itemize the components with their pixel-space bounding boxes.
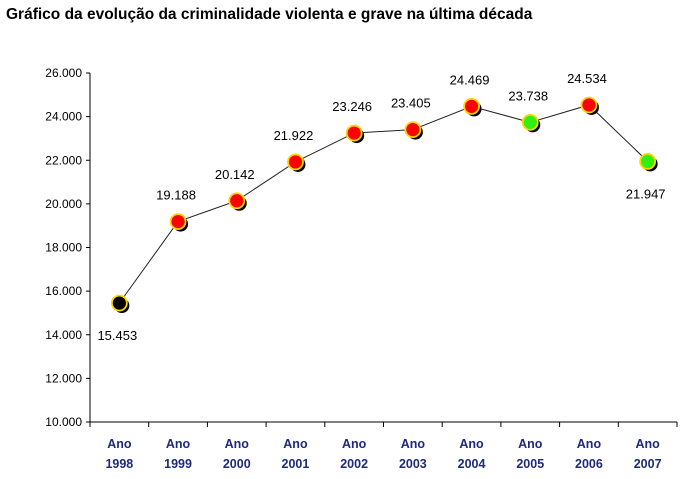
data-label: 21.947 xyxy=(626,186,666,201)
data-labels: 15.453 19.188 20.142 21.922 23.246 23.405 24.4… xyxy=(97,71,665,343)
chart-title: Gráfico da evolução da criminalidade vio… xyxy=(6,6,533,23)
data-label: 21.922 xyxy=(274,128,314,143)
series-line xyxy=(118,104,648,304)
x-tick-label: Ano 2001 xyxy=(282,437,310,471)
y-tick-label: 24.000 xyxy=(45,110,82,124)
data-point xyxy=(521,113,539,131)
y-axis-ticks: 10.000 12.000 14.000 16.000 18.000 20.000 22.0… xyxy=(45,66,82,429)
axes xyxy=(86,72,678,427)
y-tick-label: 10.000 xyxy=(45,415,82,429)
x-tick-label: Ano 1999 xyxy=(164,437,192,471)
data-label: 23.738 xyxy=(508,88,548,103)
data-point xyxy=(463,97,480,115)
data-label: 24.534 xyxy=(567,71,607,86)
y-tick-label: 14.000 xyxy=(45,328,82,342)
x-tick-label: Ano 2002 xyxy=(340,437,368,471)
data-point xyxy=(110,294,128,312)
y-tick-label: 18.000 xyxy=(45,241,82,255)
y-tick-label: 20.000 xyxy=(45,197,82,211)
x-tick-label: Ano 2003 xyxy=(399,437,427,471)
x-tick-label: Ano 2007 xyxy=(634,437,662,471)
x-axis-ticks: Ano 1998 Ano 1999 Ano 2000 Ano 2001 Ano 2002 Ano 20… xyxy=(105,437,661,471)
x-tick-label: Ano 1998 xyxy=(105,437,133,471)
y-tick-label: 12.000 xyxy=(45,371,82,385)
data-label: 23.405 xyxy=(391,96,431,111)
data-label: 20.142 xyxy=(215,167,255,182)
data-point xyxy=(169,213,187,230)
series-line-group xyxy=(118,104,648,304)
y-tick-label: 16.000 xyxy=(45,284,82,298)
data-points xyxy=(110,96,658,314)
x-tick-label: Ano 2004 xyxy=(458,437,486,471)
data-point xyxy=(639,153,657,170)
data-point xyxy=(580,96,598,114)
data-point xyxy=(228,192,246,210)
data-point xyxy=(287,153,304,171)
data-point xyxy=(404,121,422,139)
x-tick-label: Ano 2006 xyxy=(575,437,603,471)
data-label: 23.246 xyxy=(332,99,372,114)
y-tick-label: 26.000 xyxy=(45,66,82,80)
x-tick-label: Ano 2000 xyxy=(223,437,251,471)
data-point xyxy=(345,124,363,142)
y-tick-label: 22.000 xyxy=(45,153,82,167)
data-label: 15.453 xyxy=(97,328,137,343)
data-label: 19.188 xyxy=(156,188,196,203)
x-tick-label: Ano 2005 xyxy=(516,437,544,471)
data-label: 24.469 xyxy=(450,72,490,87)
